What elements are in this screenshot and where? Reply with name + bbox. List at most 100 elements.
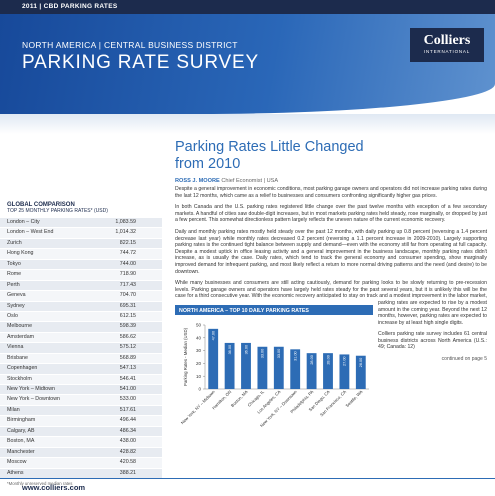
value-label: 31.00 <box>294 351 298 361</box>
logo-name: Colliers <box>423 33 471 48</box>
y-tick-label: 40 <box>196 336 202 341</box>
paragraph: In both Canada and the U.S. parking rate… <box>175 204 487 224</box>
table-row: Milan 517.61 <box>0 405 162 417</box>
city: Copenhagen <box>7 365 38 372</box>
city: Amsterdam <box>7 333 35 340</box>
edition: 2011 | CBD PARKING RATES <box>22 3 118 10</box>
city: New York – Downtown <box>7 396 60 403</box>
y-tick-label: 0 <box>198 387 201 392</box>
rate: 568.89 <box>119 354 136 361</box>
rate: 1,083.59 <box>115 219 136 225</box>
city: Vienna <box>7 344 24 351</box>
bar <box>273 346 284 390</box>
paragraph: Daily and monthly parking rates mostly h… <box>175 228 487 275</box>
y-tick-label: 10 <box>196 374 202 379</box>
value-label: 36.00 <box>244 345 248 355</box>
rate: 744.00 <box>119 260 136 267</box>
y-tick-label: 30 <box>196 348 202 353</box>
city: Moscow <box>7 459 27 466</box>
report-title: PARKING RATE SURVEY <box>22 52 259 73</box>
paragraph: Despite a general improvement in economi… <box>175 186 487 199</box>
author: ROSS J. MOORE Chief Economist | USA <box>175 178 487 184</box>
city: Manchester <box>7 448 35 455</box>
city: Melbourne <box>7 323 33 330</box>
bar <box>224 343 235 390</box>
value-label: 47.00 <box>212 331 216 341</box>
city: Milan <box>7 406 20 413</box>
city: Stockholm <box>7 375 32 382</box>
city: New York – Midtown <box>7 386 55 392</box>
logo[interactable]: Colliers INTERNATIONAL <box>410 28 484 62</box>
rate: 420.58 <box>119 459 136 466</box>
continued: continued on page 5 <box>441 356 487 363</box>
rate: 496.44 <box>119 417 136 424</box>
table-row: Manchester 428.82 <box>0 447 162 459</box>
rate: 546.41 <box>119 375 136 382</box>
url[interactable]: www.colliers.com <box>22 483 86 492</box>
bar <box>241 343 251 390</box>
value-label: 33.00 <box>277 349 281 359</box>
table-row: Boston, MA 438.00 <box>0 437 162 448</box>
rate: 717.43 <box>119 281 136 288</box>
paragraph: Colliers parking rate survey includes 61… <box>378 331 487 351</box>
chart-title-bar <box>175 305 373 316</box>
city: Hong Kong <box>7 250 34 257</box>
city: Boston, MA <box>7 438 35 445</box>
table-row: New York – Midtown 541.00 <box>0 385 162 396</box>
table-row: Oslo 612.15 <box>0 311 162 323</box>
y-axis-label: Parking Rates - Median (USD) <box>183 328 188 387</box>
rate: 541.00 <box>119 386 136 392</box>
table-row: Stockholm 546.41 <box>0 374 162 385</box>
rate: 533.00 <box>119 396 136 403</box>
table-row: Amsterdam 586.62 <box>0 332 162 344</box>
table-row: Copenhagen 547.13 <box>0 364 162 375</box>
sidebar-subtitle: TOP 25 MONTHLY PARKING RATES* (USD) <box>7 208 108 214</box>
header-stripe <box>0 114 495 134</box>
rate-table: London – City 1,083.59 London – West End 1,… <box>0 218 162 479</box>
bar <box>339 354 350 390</box>
table-row: New York – Downtown 533.00 <box>0 395 162 406</box>
table-row: Brisbane 568.89 <box>0 353 162 365</box>
table-row: Zurich 822.15 <box>0 238 162 250</box>
city: Brisbane <box>7 354 28 361</box>
rate: 598.39 <box>119 323 136 330</box>
rate: 718.90 <box>119 271 136 278</box>
city: Zurich <box>7 239 22 246</box>
table-row: Moscow 420.58 <box>0 458 162 469</box>
city: Sydney <box>7 302 25 309</box>
sidebar-title: GLOBAL COMPARISON <box>7 202 75 208</box>
chart-box: NORTH AMERICA – TOP 10 DAILY PARKING RAT… <box>175 305 373 437</box>
x-tick-label: Seattle, WA <box>344 389 363 408</box>
rate: 744.72 <box>119 250 136 257</box>
chart-title: NORTH AMERICA – TOP 10 DAILY PARKING RAT… <box>179 308 309 314</box>
chart: NORTH AMERICA – TOP 10 DAILY PARKING RAT… <box>175 305 373 428</box>
rate: 547.13 <box>119 365 136 372</box>
rate: 575.12 <box>119 344 136 351</box>
city: Geneva <box>7 292 26 299</box>
table-row: Hong Kong 744.72 <box>0 249 162 260</box>
city: London – City <box>7 219 40 225</box>
bar <box>257 346 268 390</box>
bar <box>306 353 317 390</box>
table-row: Melbourne 598.39 <box>0 322 162 333</box>
y-tick-label: 20 <box>196 361 202 366</box>
bar <box>290 349 301 390</box>
table-row: Geneva 704.70 <box>0 291 162 302</box>
table-row: Vienna 575.12 <box>0 343 162 354</box>
city: Oslo <box>7 312 18 319</box>
bar <box>208 328 219 390</box>
author-role: Chief Economist | USA <box>221 178 279 184</box>
rate: 438.00 <box>119 438 136 445</box>
table-row: London – West End 1,014.32 <box>0 228 162 239</box>
rate: 517.61 <box>119 406 136 413</box>
rate: 704.70 <box>119 292 136 299</box>
city: Birmingham <box>7 417 36 424</box>
rate: 428.82 <box>119 448 136 455</box>
rate: 695.31 <box>119 302 136 309</box>
rate: 486.34 <box>119 427 136 434</box>
table-row: Calgary, AB 486.34 <box>0 426 162 438</box>
value-label: 27.00 <box>343 357 347 367</box>
value-label: 33.00 <box>261 349 265 359</box>
city: Calgary, AB <box>7 427 35 434</box>
